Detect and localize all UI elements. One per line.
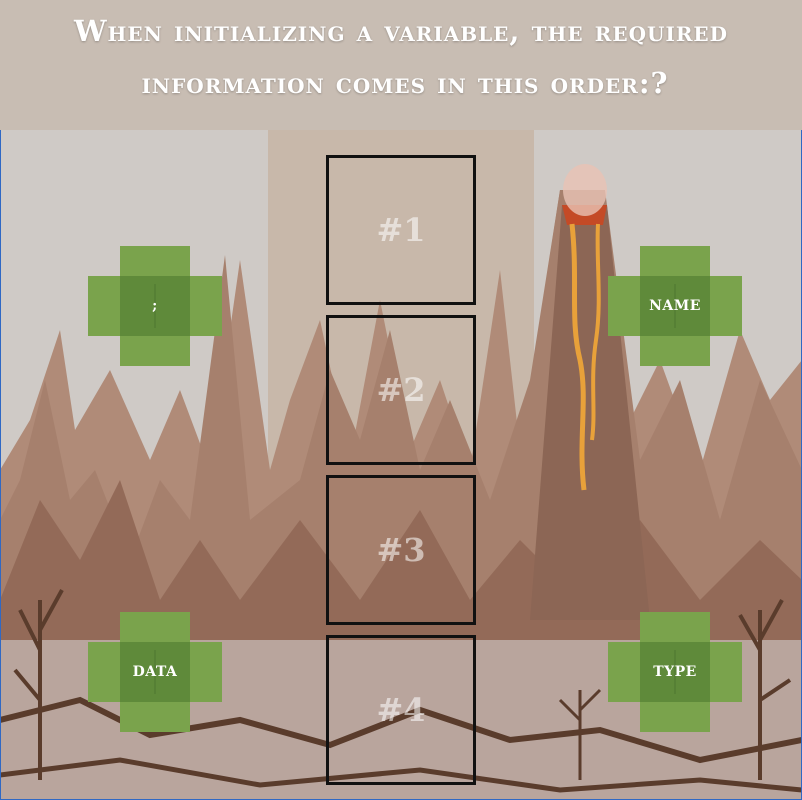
slot-label-2: #2 [376, 371, 426, 409]
open-box-icon [88, 612, 222, 732]
tile-label-semicolon: ; [152, 298, 158, 314]
draggable-tile-name[interactable]: NAME [608, 246, 742, 366]
draggable-tile-type[interactable]: TYPE [608, 612, 742, 732]
answer-slot-4[interactable]: #4 [326, 635, 476, 785]
open-box-icon [608, 612, 742, 732]
question-text-line2: information comes in this order:? [141, 66, 669, 100]
question-text-line1: When initializing a variable, the requir… [73, 14, 729, 48]
tile-label-name: NAME [649, 298, 701, 314]
answer-slot-1[interactable]: #1 [326, 155, 476, 305]
question-banner [0, 0, 802, 130]
tile-label-type: TYPE [653, 664, 697, 680]
slot-label-4: #4 [376, 691, 426, 729]
tile-label-data: DATA [132, 664, 178, 680]
answer-slot-3[interactable]: #3 [326, 475, 476, 625]
open-box-icon [88, 246, 222, 366]
slot-label-1: #1 [376, 211, 426, 249]
draggable-tile-semicolon[interactable]: ; [88, 246, 222, 366]
draggable-tile-data[interactable]: DATA [88, 612, 222, 732]
answer-slot-2[interactable]: #2 [326, 315, 476, 465]
open-box-icon [608, 246, 742, 366]
slot-label-3: #3 [376, 531, 426, 569]
